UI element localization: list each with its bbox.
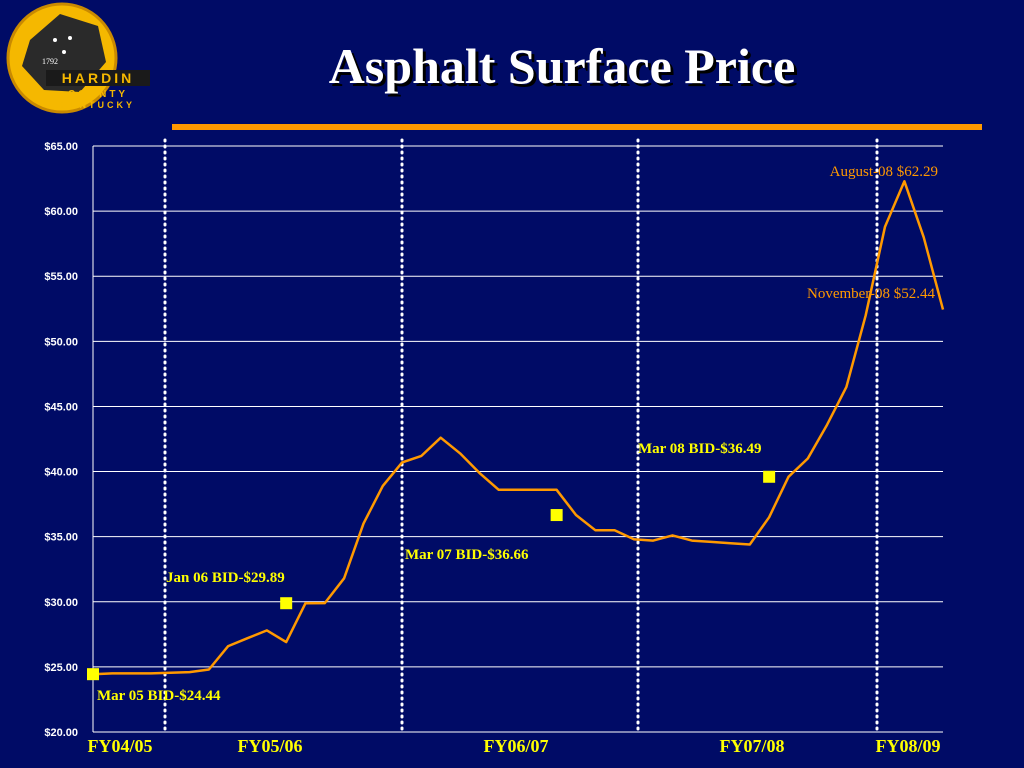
y-tick-label: $60.00 bbox=[44, 206, 78, 218]
bid-marker bbox=[87, 668, 99, 681]
annotation-label: November-08 $52.44 bbox=[807, 286, 936, 302]
x-axis-ticks: FY04/05 FY05/06 FY06/07 FY07/08 FY08/09 bbox=[88, 736, 941, 756]
logo-text-bottom: KENTUCKY bbox=[61, 100, 135, 110]
annotation-label: Mar 07 BID-$36.66 bbox=[405, 547, 529, 563]
bid-marker bbox=[280, 597, 293, 610]
x-period-label: FY07/08 bbox=[720, 736, 785, 756]
x-period-label: FY05/06 bbox=[238, 736, 303, 756]
page-title: Asphalt Surface Price bbox=[328, 38, 796, 94]
y-tick-label: $65.00 bbox=[44, 141, 78, 153]
logo-year: 1792 bbox=[42, 57, 58, 66]
x-period-label: FY08/09 bbox=[876, 736, 941, 756]
y-tick-label: $30.00 bbox=[44, 597, 78, 609]
title-underline bbox=[172, 124, 982, 130]
y-tick-label: $45.00 bbox=[44, 401, 78, 413]
x-period-label: FY04/05 bbox=[88, 736, 153, 756]
bid-marker bbox=[550, 509, 563, 522]
hardin-county-logo: 1792 HARDIN COUNTY KENTUCKY bbox=[0, 0, 160, 120]
annotation-label: Jan 06 BID-$29.89 bbox=[166, 570, 285, 586]
fiscal-year-boundaries bbox=[163, 138, 879, 734]
annotation-label: Mar 05 BID-$24.44 bbox=[97, 688, 221, 704]
y-tick-label: $25.00 bbox=[44, 662, 78, 674]
bid-markers bbox=[87, 470, 776, 681]
annotation-label: August-08 $62.29 bbox=[830, 164, 938, 180]
logo-text-mid: COUNTY bbox=[68, 89, 128, 100]
series-line bbox=[92, 180, 945, 676]
bid-marker bbox=[763, 470, 776, 483]
logo-text-top: HARDIN bbox=[62, 70, 134, 86]
series-line-layer bbox=[92, 180, 945, 676]
y-tick-label: $55.00 bbox=[44, 271, 78, 283]
y-tick-label: $40.00 bbox=[44, 467, 78, 479]
annotations: Mar 05 BID-$24.44 Jan 06 BID-$29.89 Mar 07… bbox=[97, 164, 938, 704]
gridlines bbox=[92, 145, 943, 733]
y-tick-label: $20.00 bbox=[44, 727, 78, 739]
annotation-label: Mar 08 BID-$36.49 bbox=[638, 441, 761, 457]
x-period-label: FY06/07 bbox=[484, 736, 549, 756]
y-axis-ticks: $20.00 $25.00 $30.00 $35.00 $40.00 $45.00 $50.… bbox=[44, 141, 78, 739]
y-tick-label: $50.00 bbox=[44, 336, 78, 348]
y-tick-label: $35.00 bbox=[44, 532, 78, 544]
